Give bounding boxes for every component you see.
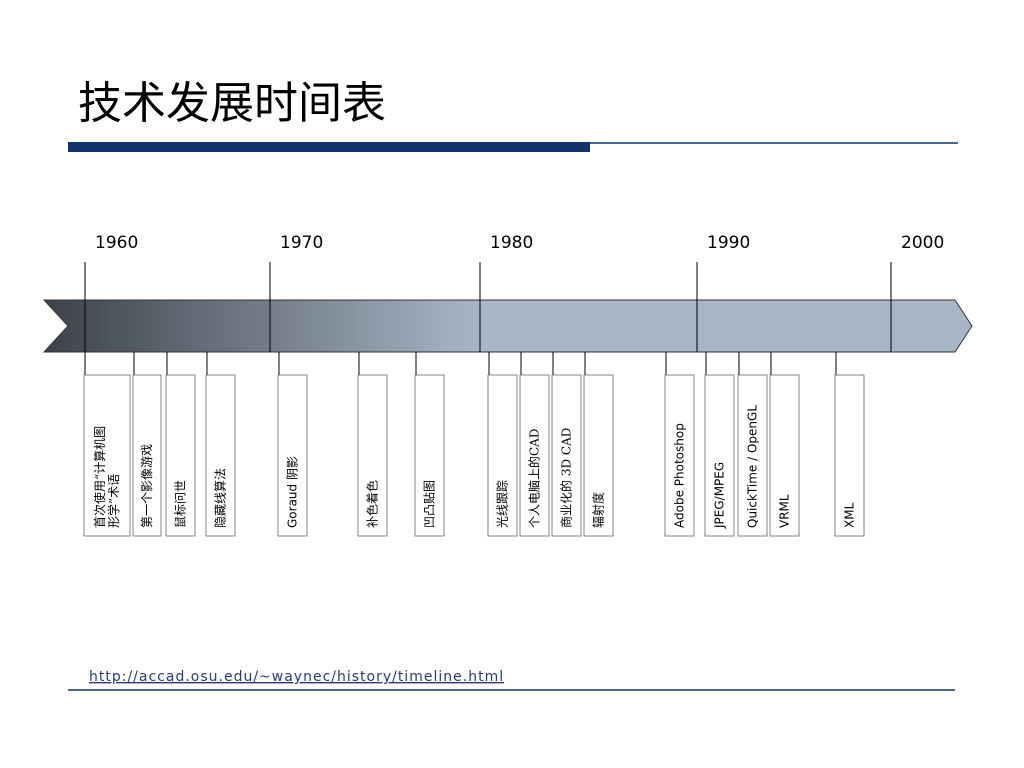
event-box (414, 374, 445, 537)
event-label: Goraud 阴影 (286, 456, 300, 528)
event-label: 形学”术语 (106, 474, 121, 528)
event-box (737, 374, 768, 537)
event-box (583, 374, 614, 537)
event-label: 光线跟踪 (496, 480, 510, 528)
event-box (551, 374, 582, 537)
event-box (277, 374, 308, 537)
year-label: 1970 (280, 233, 323, 253)
event-box (834, 374, 865, 537)
year-label: 2000 (901, 233, 944, 253)
year-label: 1980 (490, 233, 533, 253)
timeline: 1960 1970 1980 1990 2000 首次使用“计算机图 形学”术语 第一个影像游… (83, 233, 944, 537)
event-box (769, 374, 800, 537)
year-label: 1960 (95, 233, 138, 253)
event-label: JPEG/MPEG (713, 462, 727, 529)
event-label: VRML (778, 494, 792, 528)
event-box (487, 374, 518, 537)
event-label: Adobe Photoshop (673, 423, 687, 528)
event-box (664, 374, 695, 537)
event-box (205, 374, 236, 537)
event-label: XML (843, 502, 857, 528)
event-label: 商业化的 3D CAD (559, 428, 574, 528)
title-bar (68, 142, 590, 152)
year-label: 1990 (707, 233, 750, 253)
event-label: 鼠标问世 (174, 480, 188, 528)
timeline-arrow (42, 299, 973, 353)
slide-title: 技术发展时间表 (78, 78, 386, 129)
event-box (519, 374, 550, 537)
event-label: 隐藏线算法 (213, 468, 228, 528)
source-url[interactable]: http://accad.osu.edu/~waynec/history/tim… (89, 669, 504, 685)
event-box (704, 374, 735, 537)
event-box (357, 374, 388, 537)
event-box (165, 374, 196, 537)
event-label: QuickTime / OpenGL (746, 405, 760, 528)
event-label: 第一个影像游戏 (140, 444, 154, 528)
event-label: 补色着色 (365, 480, 380, 528)
event-box (83, 374, 131, 537)
event-label: 首次使用“计算机图 (92, 426, 107, 528)
source-link[interactable]: http://accad.osu.edu/~waynec/history/tim… (89, 669, 504, 685)
event-box (132, 374, 162, 537)
event-label: 辐射度 (591, 492, 606, 528)
event-label: 凹凸贴图 (423, 480, 437, 528)
event-label: 个人电脑上的CAD (527, 429, 542, 528)
